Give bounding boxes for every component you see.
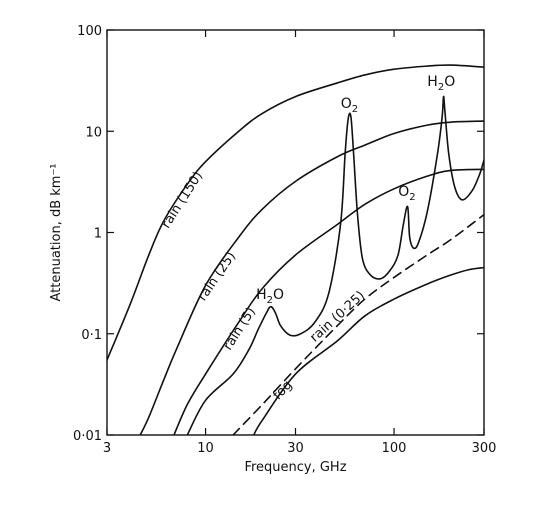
x-tick-label-30: 30 (287, 441, 304, 456)
curve-rain-0-25 (252, 266, 484, 435)
curves-layer (107, 64, 484, 435)
x-axis-label: Frequency, GHz (244, 460, 346, 475)
curve-rain-150 (107, 64, 484, 361)
y-tick-label-0-1: 0·1 (81, 328, 102, 343)
curve-h2o-and-o2-absorption (186, 95, 484, 435)
curve-rain-25 (139, 120, 484, 435)
tick-labels-layer: 3 10 30 100 300 100 10 1 0·1 0·01 (73, 24, 496, 456)
peak-label-h2o-1: H2O (256, 287, 284, 306)
x-tick-label-100: 100 (382, 441, 407, 456)
peak-label-h2o-4: H2O (427, 74, 455, 93)
y-axis-label: Attenuation, dB km⁻¹ (49, 163, 64, 301)
y-tick-label-10: 10 (85, 125, 102, 140)
curve-label-rain-5: rain (5) (221, 305, 259, 353)
y-tick-label-100: 100 (77, 24, 102, 39)
curve-label-rain-150: rain (150) (159, 169, 206, 231)
peak-annotations-layer: H2O O2 O2 H2O (256, 74, 455, 306)
curve-label-rain-0-25: rain (0·25) (307, 288, 368, 345)
x-tick-label-10: 10 (197, 441, 214, 456)
curve-label-fog: fog (270, 378, 295, 403)
curve-fog (232, 213, 484, 435)
x-tick-label-3: 3 (103, 441, 111, 456)
curve-rain-5 (173, 168, 484, 435)
y-tick-label-0-01: 0·01 (73, 429, 102, 444)
chart-svg: 3 10 30 100 300 100 10 1 0·1 0·01 rain (150) rain … (49, 24, 496, 475)
y-tick-label-1: 1 (94, 227, 102, 242)
peak-label-o2-2: O2 (341, 96, 358, 115)
ticks-layer (106, 29, 485, 436)
curve-label-rain-25: rain (25) (195, 249, 239, 304)
x-tick-label-300: 300 (472, 441, 497, 456)
attenuation-chart: 3 10 30 100 300 100 10 1 0·1 0·01 rain (150) rain … (38, 6, 510, 486)
peak-label-o2-3: O2 (398, 184, 415, 203)
